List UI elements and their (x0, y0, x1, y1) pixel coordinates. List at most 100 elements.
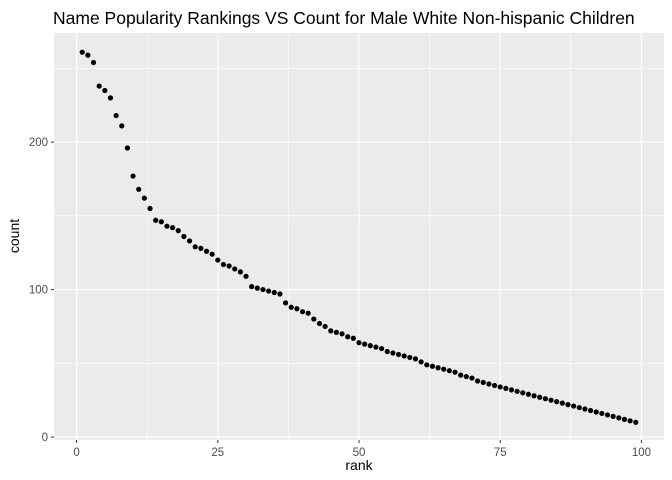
data-point (226, 263, 232, 269)
data-point (497, 384, 503, 390)
data-point (130, 173, 136, 179)
data-point (548, 397, 554, 403)
data-point (418, 359, 424, 365)
data-point (350, 335, 356, 341)
data-point (469, 375, 475, 381)
data-point (170, 225, 176, 231)
data-point (514, 388, 520, 394)
data-point (299, 309, 306, 315)
data-point (271, 289, 277, 296)
data-point (266, 288, 272, 294)
data-point (136, 186, 142, 192)
data-point (604, 412, 611, 418)
data-point (254, 285, 260, 291)
data-point (582, 406, 588, 412)
data-point (554, 399, 560, 405)
chart-title: Name Popularity Rankings VS Count for Ma… (53, 8, 635, 28)
data-point (412, 356, 419, 362)
data-point (435, 365, 441, 371)
x-tick-label: 75 (494, 447, 507, 459)
data-point (401, 353, 407, 359)
data-point (141, 195, 147, 201)
data-point (124, 145, 131, 151)
data-point (356, 340, 362, 346)
data-point (610, 413, 616, 420)
y-axis-ticks: 0 100 200 (29, 137, 54, 444)
x-tick-label: 50 (353, 447, 366, 459)
data-point (587, 407, 594, 414)
data-point (198, 245, 204, 251)
scatter-points (79, 49, 639, 425)
data-point (593, 409, 599, 415)
data-point (153, 217, 159, 223)
data-point (243, 273, 249, 279)
data-point (158, 219, 164, 225)
data-point (107, 95, 114, 101)
data-point (237, 269, 243, 275)
data-point (458, 372, 464, 378)
data-point (203, 248, 210, 254)
data-point (294, 306, 300, 312)
data-point (616, 415, 622, 421)
x-axis-title: rank (345, 457, 373, 473)
data-point (475, 378, 481, 384)
data-point (333, 329, 340, 335)
data-point (345, 334, 351, 340)
data-point (175, 228, 181, 234)
data-point (633, 419, 639, 425)
data-point (282, 300, 289, 306)
data-point (215, 257, 221, 263)
data-point (571, 403, 577, 409)
data-point (181, 233, 187, 240)
data-point (288, 304, 294, 310)
data-point (537, 394, 543, 400)
data-point (339, 331, 345, 337)
data-point (378, 345, 385, 352)
data-point (311, 316, 317, 322)
data-point (525, 391, 532, 397)
data-point (621, 416, 628, 422)
data-point (446, 368, 452, 374)
data-point (102, 87, 108, 94)
data-point (491, 382, 498, 389)
data-point (480, 379, 486, 386)
data-point (559, 400, 565, 406)
data-point (119, 123, 125, 129)
data-point (627, 418, 633, 424)
data-point (249, 284, 255, 290)
data-point (503, 385, 509, 391)
data-point (390, 350, 396, 356)
data-point (429, 363, 436, 369)
x-tick-label: 0 (73, 447, 79, 459)
data-point (362, 341, 368, 347)
data-point (452, 369, 458, 375)
data-point (486, 381, 492, 387)
y-tick-label: 200 (29, 137, 48, 149)
data-point (520, 390, 526, 396)
x-axis-ticks: 0 25 50 75 100 (73, 440, 651, 459)
data-point (322, 323, 328, 330)
data-point (424, 362, 430, 368)
y-tick-label: 100 (29, 285, 48, 297)
data-point (463, 373, 469, 380)
data-point (508, 387, 515, 393)
grid-major (54, 33, 664, 440)
data-point (576, 404, 582, 411)
y-tick-label: 0 (42, 432, 48, 444)
data-point (373, 344, 379, 350)
data-point (186, 238, 193, 244)
data-point (90, 59, 97, 66)
data-point (531, 393, 537, 399)
data-point (565, 402, 571, 408)
data-point (367, 343, 373, 349)
data-point (395, 351, 402, 358)
data-point (328, 328, 334, 334)
data-point (232, 266, 238, 272)
data-point (599, 410, 605, 417)
data-point (316, 320, 323, 327)
data-point (209, 251, 215, 257)
data-point (305, 310, 311, 316)
data-point (192, 244, 198, 250)
data-point (384, 348, 390, 355)
